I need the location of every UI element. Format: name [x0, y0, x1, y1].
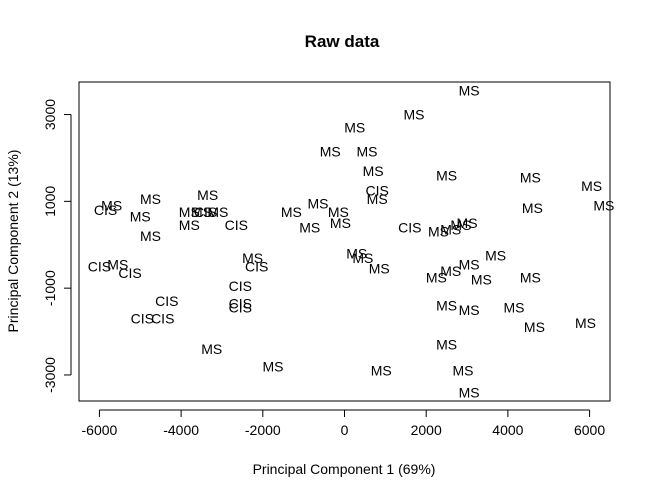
point-label-cis: CIS	[229, 278, 252, 294]
point-label-ms: MS	[369, 261, 390, 277]
point-label-cis: CIS	[366, 183, 389, 199]
y-tick-label: -3000	[42, 357, 58, 393]
point-label-cis: CIS	[194, 204, 217, 220]
point-label-ms: MS	[197, 187, 218, 203]
point-label-ms: MS	[428, 224, 449, 240]
point-label-ms: MS	[356, 143, 377, 159]
y-tick-label: 1000	[42, 186, 58, 217]
point-label-ms: MS	[179, 217, 200, 233]
point-label-ms: MS	[575, 315, 596, 331]
point-label-cis: CIS	[118, 265, 141, 281]
point-label-ms: MS	[436, 167, 457, 183]
point-label-ms: MS	[520, 269, 541, 285]
point-label-cis: CIS	[225, 217, 248, 233]
point-label-ms: MS	[436, 337, 457, 353]
point-label-cis: CIS	[398, 219, 421, 235]
point-label-ms: MS	[242, 250, 263, 266]
point-label-cis: CIS	[155, 293, 178, 309]
point-label-ms: MS	[344, 120, 365, 136]
point-label-ms: MS	[328, 204, 349, 220]
point-label-ms: MS	[140, 191, 161, 207]
x-tick-label: -6000	[82, 422, 118, 438]
point-label-ms: MS	[457, 215, 478, 231]
point-label-ms: MS	[485, 248, 506, 264]
x-tick-label: 6000	[574, 422, 605, 438]
x-tick-label: -4000	[163, 422, 199, 438]
point-label-cis: CIS	[94, 202, 117, 218]
point-label-ms: MS	[452, 363, 473, 379]
point-label-ms: MS	[330, 215, 351, 231]
point-label-ms: MS	[593, 198, 614, 214]
point-label-ms: MS	[520, 169, 541, 185]
point-label-ms: MS	[459, 302, 480, 318]
point-label-ms: MS	[371, 363, 392, 379]
point-label-ms: MS	[367, 191, 388, 207]
point-label-cis: CIS	[229, 295, 252, 311]
point-label-ms: MS	[281, 204, 302, 220]
point-label-ms: MS	[459, 83, 480, 99]
point-label-ms: MS	[450, 217, 471, 233]
y-axis-label: Principal Component 2 (13%)	[5, 150, 21, 333]
x-tick-label: 2000	[411, 422, 442, 438]
point-label-cis: CIS	[229, 300, 252, 316]
x-tick-label: 0	[341, 422, 349, 438]
y-axis: -3000 -1000 1000 3000	[42, 99, 72, 393]
point-label-cis: CIS	[88, 258, 111, 274]
point-label-ms: MS	[346, 245, 367, 261]
point-label-ms: MS	[320, 143, 341, 159]
point-label-ms: MS	[459, 384, 480, 400]
point-label-ms: MS	[307, 196, 328, 212]
x-tick-label: 4000	[492, 422, 523, 438]
point-label-ms: MS	[352, 250, 373, 266]
point-label-cis: CIS	[245, 258, 268, 274]
point-label-ms: MS	[426, 269, 447, 285]
point-label-ms: MS	[522, 200, 543, 216]
point-label-ms: MS	[581, 178, 602, 194]
point-label-ms: MS	[101, 198, 122, 214]
x-tick-label: -2000	[245, 422, 281, 438]
point-label-ms: MS	[471, 271, 492, 287]
point-label-cis: CIS	[131, 311, 154, 327]
point-label-ms: MS	[191, 204, 212, 220]
point-label-ms: MS	[440, 222, 461, 238]
point-label-ms: MS	[459, 256, 480, 272]
point-label-ms: MS	[299, 219, 320, 235]
point-label-ms: MS	[436, 298, 457, 314]
point-label-ms: MS	[263, 358, 284, 374]
chart-title: Raw data	[305, 32, 380, 51]
y-tick-label: 3000	[42, 99, 58, 130]
point-label-ms: MS	[107, 256, 128, 272]
point-label-ms: MS	[140, 228, 161, 244]
point-label-ms: MS	[201, 341, 222, 357]
y-tick-label: -1000	[42, 270, 58, 306]
point-label-ms: MS	[504, 300, 525, 316]
point-label-ms: MS	[440, 263, 461, 279]
point-label-ms: MS	[207, 204, 228, 220]
point-label-ms: MS	[130, 209, 151, 225]
point-label-cis: CIS	[151, 311, 174, 327]
point-label-ms: MS	[363, 163, 384, 179]
point-label-ms: MS	[179, 204, 200, 220]
plot-frame	[78, 81, 611, 402]
point-label-ms: MS	[403, 107, 424, 123]
x-axis-label: Principal Component 1 (69%)	[253, 461, 436, 477]
point-label-ms: MS	[524, 319, 545, 335]
x-axis: -6000 -4000 -2000 0 2000 4000 6000	[82, 409, 605, 438]
